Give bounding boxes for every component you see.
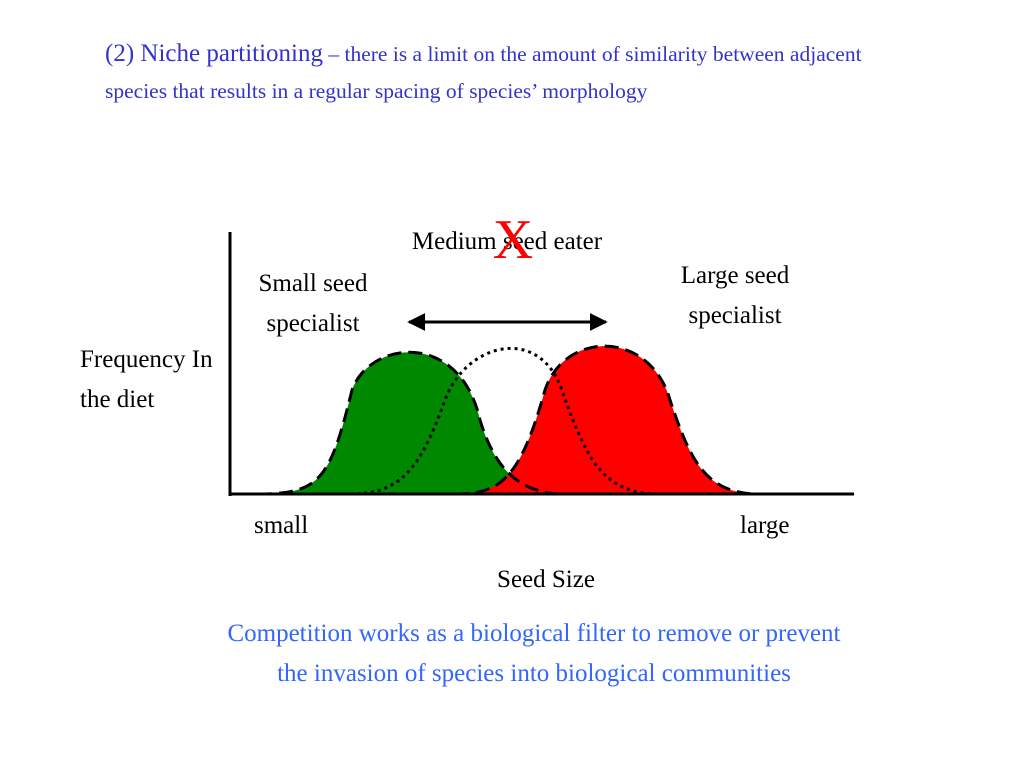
- heading-lead: (2) Niche partitioning: [105, 40, 323, 67]
- y-axis-label: Frequency In the diet: [80, 346, 213, 413]
- exclusion-x-mark: X: [492, 209, 534, 271]
- x-tick-small: small: [254, 512, 309, 539]
- medium-seed-curve: [349, 347, 656, 496]
- large-seed-outline: [454, 344, 756, 496]
- x-axis-label: Seed Size: [497, 566, 595, 593]
- large-seed-curve: [455, 346, 755, 494]
- small-seed-specialist-label: Small seed specialist: [258, 270, 368, 337]
- small-seed-outline: [257, 350, 561, 496]
- x-tick-large: large: [740, 512, 790, 539]
- small-seed-curve: [258, 352, 560, 494]
- footer-statement: Competition works as a biological filter…: [227, 620, 841, 687]
- large-seed-specialist-label: Large seed specialist: [680, 262, 790, 329]
- heading-description: – there is a limit on the amount of simi…: [105, 42, 862, 103]
- slide-heading: (2) Niche partitioning – there is a limi…: [105, 36, 895, 111]
- medium-seed-eater-label: Medium seed eater: [411, 228, 603, 255]
